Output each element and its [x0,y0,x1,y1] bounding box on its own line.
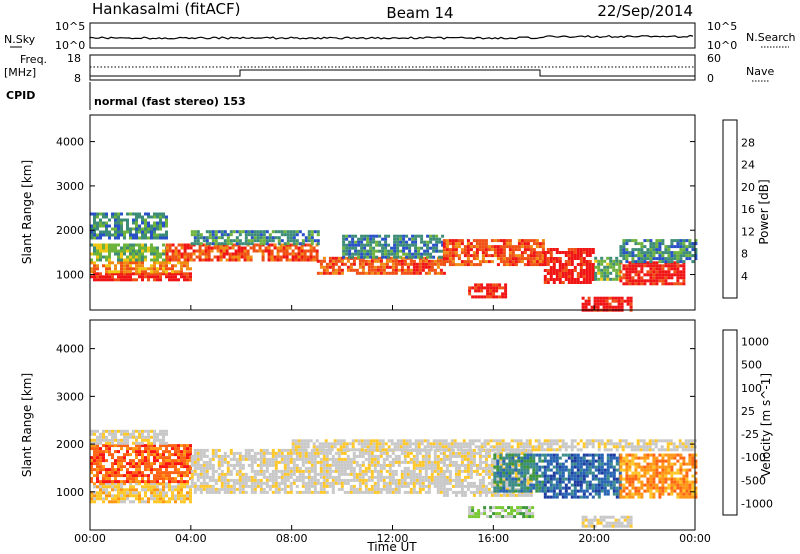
frequency-panel: Freq. [MHz] 18 8 60 0 Nave [4,52,774,85]
velocity-band-1 [90,444,192,484]
velocity-ytick-label-1: 2000 [56,438,84,451]
beam-title: Beam 14 [386,4,453,22]
velocity-colorbar-tick-2: 100 [741,382,762,395]
power-heatmap [90,212,698,312]
power-band-11 [594,256,622,281]
power-band-7 [342,234,445,259]
velocity-ytick-label-2: 3000 [56,390,84,403]
freq-trace [90,69,695,77]
time-axis: 00:00 04:00 08:00 12:00 16:00 20:00 00:00 [74,305,711,545]
velocity-colorbar-tick-7: -1000 [741,497,773,510]
power-band-8 [442,239,545,267]
velocity-ytick-label-0: 1000 [56,486,84,499]
velocity-band-3 [190,448,446,494]
power-band-14 [581,296,633,312]
power-colorbar-tick-3: 16 [741,203,755,216]
noise-tick-bottom-left: 10^0 [55,39,85,52]
date-title: 22/Sep/2014 [597,2,693,20]
power-colorbar-tick-4: 20 [741,181,755,194]
velocity-colorbar-tick-1: 500 [741,359,762,372]
freq-unit-label: [MHz] [4,66,36,79]
power-band-6 [316,256,446,275]
velocity-colorbar: 1000 500 100 25 -25 -100 -500 -1000 [722,329,773,516]
velocity-panel: 1000 2000 3000 4000 Slant Range [km] 1000 50… [20,319,773,531]
velocity-colorbar-tick-6: -500 [741,474,766,487]
freq-label: Freq. [20,53,47,66]
noise-tick-bottom-right: 10^0 [707,39,737,52]
velocity-band-6 [543,453,622,499]
noise-panel: N.Sky 10^5 10^0 10^5 10^0 N.Search [4,20,796,52]
power-ytick-label-2: 3000 [56,180,84,193]
velocity-colorbar-label: Velocity [m s^-1] [759,373,773,477]
power-colorbar-tick-2: 12 [741,225,755,238]
xtick-label-6: 00:00 [679,532,711,545]
power-band-4 [165,243,319,262]
velocity-y-axis-label: Slant Range [km] [20,373,34,477]
velocity-heatmap [90,429,698,528]
power-y-axis-label: Slant Range [km] [20,160,34,264]
power-ytick-label-3: 4000 [56,136,84,149]
noise-sky-trace [89,34,694,40]
power-band-0 [90,272,192,282]
xtick-label-1: 04:00 [175,532,207,545]
xtick-label-2: 08:00 [276,532,308,545]
power-colorbar-tick-6: 28 [741,136,755,149]
nave-tick-top: 60 [707,52,721,65]
nave-tick-bottom: 0 [707,72,714,85]
velocity-band-0 [90,482,192,504]
xtick-label-5: 20:00 [578,532,610,545]
cpid-panel: CPID normal (fast stereo) 153 [6,82,246,110]
noise-tick-top-right: 10^5 [707,20,737,33]
power-ytick-label-1: 2000 [56,224,84,237]
velocity-colorbar-tick-0: 1000 [741,336,769,349]
freq-tick-top: 18 [67,52,81,65]
velocity-band-2 [90,429,168,445]
power-band-2 [90,243,168,262]
velocity-band-10 [291,439,697,452]
power-band-9 [468,283,508,299]
nave-label: Nave [746,65,774,78]
x-axis-label: Time UT [366,540,417,554]
power-band-1 [90,261,192,274]
cpid-value: normal (fast stereo) 153 [94,95,246,108]
power-band-10 [543,248,595,284]
velocity-band-7 [619,453,698,499]
power-colorbar-tick-1: 8 [741,248,748,261]
power-panel: 1000 2000 3000 4000 Slant Range [km] 4 8 12 16… [20,114,771,312]
cpid-label: CPID [6,89,35,102]
velocity-colorbar-tick-3: 25 [741,405,755,418]
n-sky-label: N.Sky [4,33,36,46]
xtick-label-0: 00:00 [74,532,106,545]
velocity-band-8 [468,506,535,519]
xtick-label-4: 16:00 [477,532,509,545]
power-ytick-label-0: 1000 [56,269,84,282]
power-colorbar-tick-0: 4 [741,270,748,283]
power-band-12 [619,261,686,286]
power-colorbar-tick-5: 24 [741,159,755,172]
station-title: Hankasalmi (fitACF) [92,0,240,18]
n-search-label: N.Search [746,31,796,44]
freq-tick-bottom: 8 [74,72,81,85]
velocity-ytick-label-3: 4000 [56,343,84,356]
power-band-5 [190,230,320,246]
noise-tick-top-left: 10^5 [55,20,85,33]
power-colorbar: 4 8 12 16 20 24 28 [722,119,755,299]
velocity-band-9 [581,515,633,528]
velocity-band-5 [493,453,545,493]
power-colorbar-label: Power [dB] [757,179,771,244]
xtick-label-3: 12:00 [377,532,409,545]
velocity-colorbar-tick-5: -100 [741,451,766,464]
velocity-colorbar-tick-4: -25 [741,428,759,441]
power-band-13 [619,239,698,264]
power-band-3 [90,212,168,240]
